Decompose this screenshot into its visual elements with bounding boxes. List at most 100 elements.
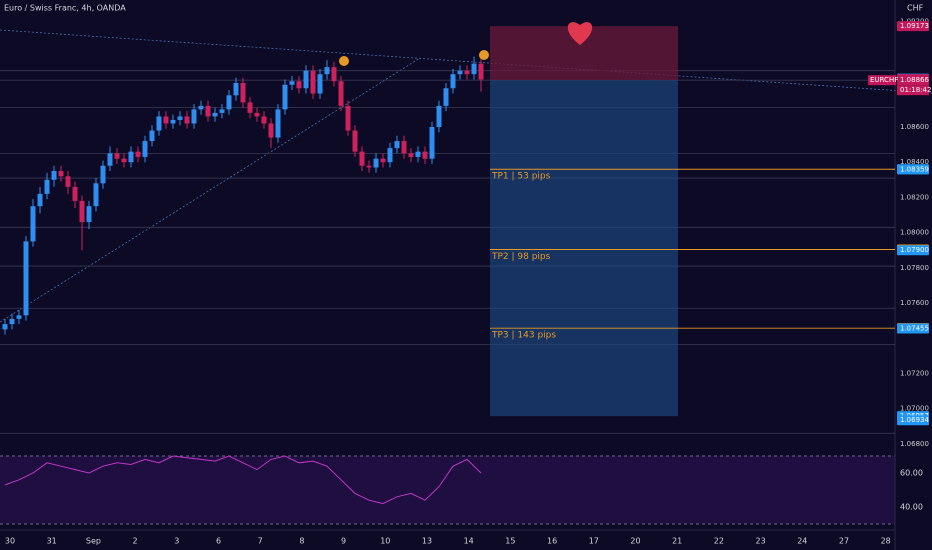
candle-body — [30, 206, 36, 242]
candle-body — [9, 318, 15, 325]
date-label: 27 — [839, 537, 849, 546]
price-tag — [897, 164, 929, 175]
price-label: 1.07600 — [900, 299, 929, 307]
candle-body — [457, 70, 463, 75]
price-label: 1.06800 — [900, 440, 929, 448]
candle-body — [422, 151, 428, 159]
date-label: 21 — [672, 537, 682, 546]
candle-body — [163, 116, 169, 124]
candle-body — [352, 130, 358, 152]
candle-body — [191, 109, 197, 124]
date-label: 23 — [756, 537, 766, 546]
candle-body — [198, 105, 204, 110]
trendline — [0, 57, 421, 323]
candle-body — [261, 116, 267, 124]
date-label: 13 — [422, 537, 432, 546]
date-label: 3 — [174, 537, 179, 546]
candle-body — [156, 116, 162, 131]
candle-body — [79, 200, 85, 223]
date-label: 8 — [299, 537, 304, 546]
candle-body — [380, 158, 386, 163]
candle-body — [331, 67, 337, 82]
candle-body — [373, 158, 379, 168]
date-label: 15 — [505, 537, 515, 546]
tp-label: TP3 | 143 pips — [491, 331, 556, 341]
candle-body — [177, 116, 183, 120]
price-tag — [897, 415, 929, 426]
tp-label: TP2 | 98 pips — [491, 252, 551, 262]
date-label: 7 — [258, 537, 263, 546]
price-tag — [897, 245, 929, 256]
candle-body — [310, 70, 316, 94]
candle-body — [282, 84, 288, 110]
candle-body — [247, 102, 253, 113]
candle-body — [100, 165, 106, 184]
price-label: 1.07000 — [900, 405, 929, 413]
symbol-tag — [868, 75, 896, 86]
rsi-tick-label: 60.00 — [900, 469, 923, 478]
candle-body — [44, 179, 50, 194]
candle-body — [16, 315, 22, 319]
candle-body — [58, 171, 64, 177]
candle-body — [149, 130, 155, 142]
rsi-tick-label: 40.00 — [900, 503, 923, 512]
candle-body — [37, 193, 43, 207]
date-label: 2 — [133, 537, 138, 546]
candle-body — [107, 153, 113, 166]
date-label: 28 — [881, 537, 891, 546]
candle-body — [275, 109, 281, 138]
candle-body — [128, 151, 134, 163]
candle-body — [205, 105, 211, 117]
date-label: 24 — [797, 537, 807, 546]
target-zone — [490, 80, 678, 417]
candle-body — [184, 116, 190, 124]
candle-body — [135, 151, 141, 157]
candle-body — [268, 123, 274, 138]
date-label: 9 — [341, 537, 346, 546]
price-label: 1.07455 — [900, 325, 929, 333]
price-label: 1.07800 — [900, 264, 929, 272]
price-label: 1.07900 — [900, 246, 929, 254]
date-label: 16 — [547, 537, 557, 546]
candle-body — [478, 63, 484, 80]
price-tag — [897, 323, 929, 334]
date-label: 31 — [47, 537, 57, 546]
candle-body — [170, 119, 176, 124]
date-label: 22 — [714, 537, 724, 546]
candle-body — [338, 81, 344, 106]
candle-body — [359, 151, 365, 166]
candle-body — [86, 206, 92, 223]
price-label: 1.08359 — [900, 165, 929, 173]
candle-body — [471, 63, 477, 75]
date-label: 6 — [216, 537, 221, 546]
candle-body — [114, 153, 120, 159]
candle-body — [436, 105, 442, 127]
candle-body — [429, 127, 435, 159]
candle-body — [51, 171, 57, 180]
candle-body — [408, 153, 414, 157]
candle-body — [345, 105, 351, 131]
candle-body — [324, 67, 330, 75]
signal-dot — [339, 56, 349, 66]
candle-body — [296, 81, 302, 89]
price-label: 1.08200 — [900, 193, 929, 201]
date-label: Sep — [86, 537, 101, 546]
candle-body — [65, 176, 71, 187]
candle-body — [303, 70, 309, 89]
tp-label: TP1 | 53 pips — [491, 172, 551, 182]
price-label: 1.08000 — [900, 229, 929, 237]
rsi-panel — [0, 456, 895, 524]
candle-body — [2, 324, 8, 330]
rsi-line — [4, 455, 482, 505]
candle-body — [387, 148, 393, 163]
price-label: 1.08600 — [900, 123, 929, 131]
candle-body — [289, 81, 295, 85]
candle-body — [394, 141, 400, 149]
chart-title: Euro / Swiss Franc, 4h, OANDA — [4, 4, 126, 13]
candle-body — [233, 83, 239, 96]
signal-dot — [479, 50, 489, 60]
candle-body — [23, 241, 29, 316]
price-label: 1.08866 — [900, 76, 929, 84]
